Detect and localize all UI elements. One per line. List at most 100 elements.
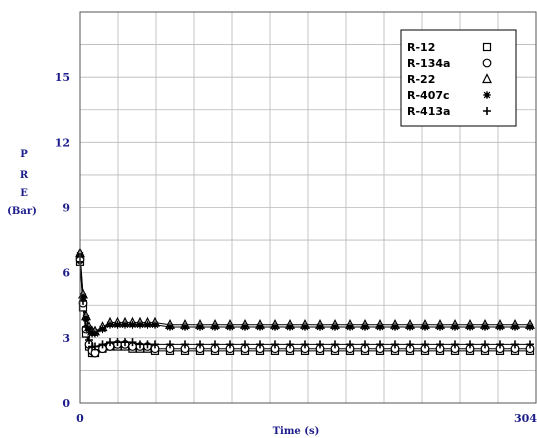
data-point-r-413a — [113, 338, 122, 347]
star-rays — [128, 320, 137, 329]
data-point-r-413a — [181, 340, 189, 349]
data-point-r-407c — [331, 322, 339, 331]
star-rays — [451, 322, 459, 331]
legend-box — [400, 29, 517, 127]
y-axis-label-part: E — [20, 188, 28, 199]
data-point-r-413a — [346, 340, 354, 349]
star-rays — [526, 322, 534, 331]
data-point-r-407c — [496, 322, 504, 331]
data-point-r-407c — [226, 322, 234, 331]
data-point-r-413a — [451, 340, 459, 349]
series-line-r-134a — [79, 259, 530, 354]
data-point-r-407c — [406, 322, 414, 331]
star-rays — [256, 322, 264, 331]
star-rays — [166, 322, 174, 331]
legend-label-r-12: R-12 — [407, 41, 435, 54]
data-point-r-407c — [98, 325, 107, 334]
data-point-r-407c — [121, 320, 129, 329]
data-point-r-413a — [271, 340, 279, 349]
data-point-r-407c — [421, 322, 429, 331]
data-point-r-413a — [226, 340, 234, 349]
star-rays — [91, 329, 99, 338]
x-axis-label: Time (s) — [273, 426, 320, 437]
star-rays — [143, 320, 152, 329]
data-point-r-407c — [211, 322, 219, 331]
star-rays — [421, 322, 429, 331]
star-rays — [391, 322, 399, 331]
data-point-r-407c — [466, 322, 474, 331]
y-axis-label-part: R — [20, 170, 29, 181]
y-tick-label: 9 — [62, 202, 70, 215]
data-point-r-413a — [331, 340, 339, 349]
legend-label-r-134a: R-134a — [407, 57, 450, 70]
star-rays — [106, 320, 114, 329]
star-rays — [436, 322, 444, 331]
star-rays — [496, 322, 504, 331]
legend-label-r-22: R-22 — [407, 73, 435, 86]
data-point-r-407c — [143, 320, 152, 329]
data-point-r-407c — [361, 322, 369, 331]
data-point-r-407c — [316, 322, 324, 331]
y-tick-label: 3 — [62, 332, 70, 345]
legend-marker-r-134a — [482, 58, 492, 68]
data-point-r-407c — [301, 322, 309, 331]
data-point-r-407c — [136, 320, 144, 329]
data-point-r-407c — [128, 320, 137, 329]
y-tick-label: 6 — [62, 267, 70, 280]
star-rays — [301, 322, 309, 331]
star-rays — [346, 322, 354, 331]
data-point-r-413a — [316, 340, 324, 349]
data-point-r-407c — [151, 320, 159, 329]
star-rays — [511, 322, 519, 331]
star-rays — [121, 320, 129, 329]
data-point-r-407c — [436, 322, 444, 331]
star-rays — [481, 322, 489, 331]
legend-marker-r-413a — [483, 107, 491, 115]
data-point-r-413a — [511, 340, 519, 349]
data-point-r-413a — [436, 340, 444, 349]
star-rays — [406, 322, 414, 331]
data-point-r-407c — [286, 322, 294, 331]
data-point-r-413a — [391, 340, 399, 349]
legend-label-r-407c: R-407c — [407, 89, 450, 102]
data-point-r-407c — [511, 322, 519, 331]
star-rays — [286, 322, 294, 331]
data-point-r-407c — [271, 322, 279, 331]
data-point-r-413a — [106, 338, 114, 347]
data-point-r-407c — [106, 320, 114, 329]
data-point-r-413a — [166, 340, 174, 349]
data-point-r-407c — [481, 322, 489, 331]
data-point-r-407c — [181, 322, 189, 331]
star-rays — [151, 320, 159, 329]
y-tick-label: 0 — [62, 397, 70, 410]
y-tick-label: 15 — [55, 71, 70, 84]
star-rays — [376, 322, 384, 331]
data-point-r-413a — [128, 338, 137, 347]
data-point-r-413a — [421, 340, 429, 349]
data-point-r-413a — [91, 342, 99, 351]
tick-labels: 0 3 6 9 12 15 0 304 — [55, 71, 537, 425]
data-point-r-407c — [526, 322, 534, 331]
data-point-r-413a — [481, 340, 489, 349]
data-point-r-413a — [466, 340, 474, 349]
legend-marker-r-407c — [483, 91, 491, 99]
star-rays — [241, 322, 249, 331]
y-axis-label-part: P — [20, 149, 28, 160]
star-rays — [211, 322, 219, 331]
y-axis-label-part: (Bar) — [7, 206, 37, 217]
legend-label-r-413a: R-413a — [407, 105, 450, 118]
legend-marker-r-12 — [482, 42, 492, 52]
y-tick-label: 12 — [55, 136, 70, 149]
data-point-r-413a — [136, 340, 144, 349]
data-point-r-407c — [391, 322, 399, 331]
series-line-r-413a — [79, 261, 530, 347]
star-rays — [181, 322, 189, 331]
data-point-r-413a — [496, 340, 504, 349]
star-rays — [316, 322, 324, 331]
data-point-r-413a — [286, 340, 294, 349]
star-rays — [226, 322, 234, 331]
data-point-r-407c — [113, 320, 122, 329]
data-point-r-413a — [301, 340, 309, 349]
y-axis-label: PRE (Bar) — [7, 149, 37, 217]
